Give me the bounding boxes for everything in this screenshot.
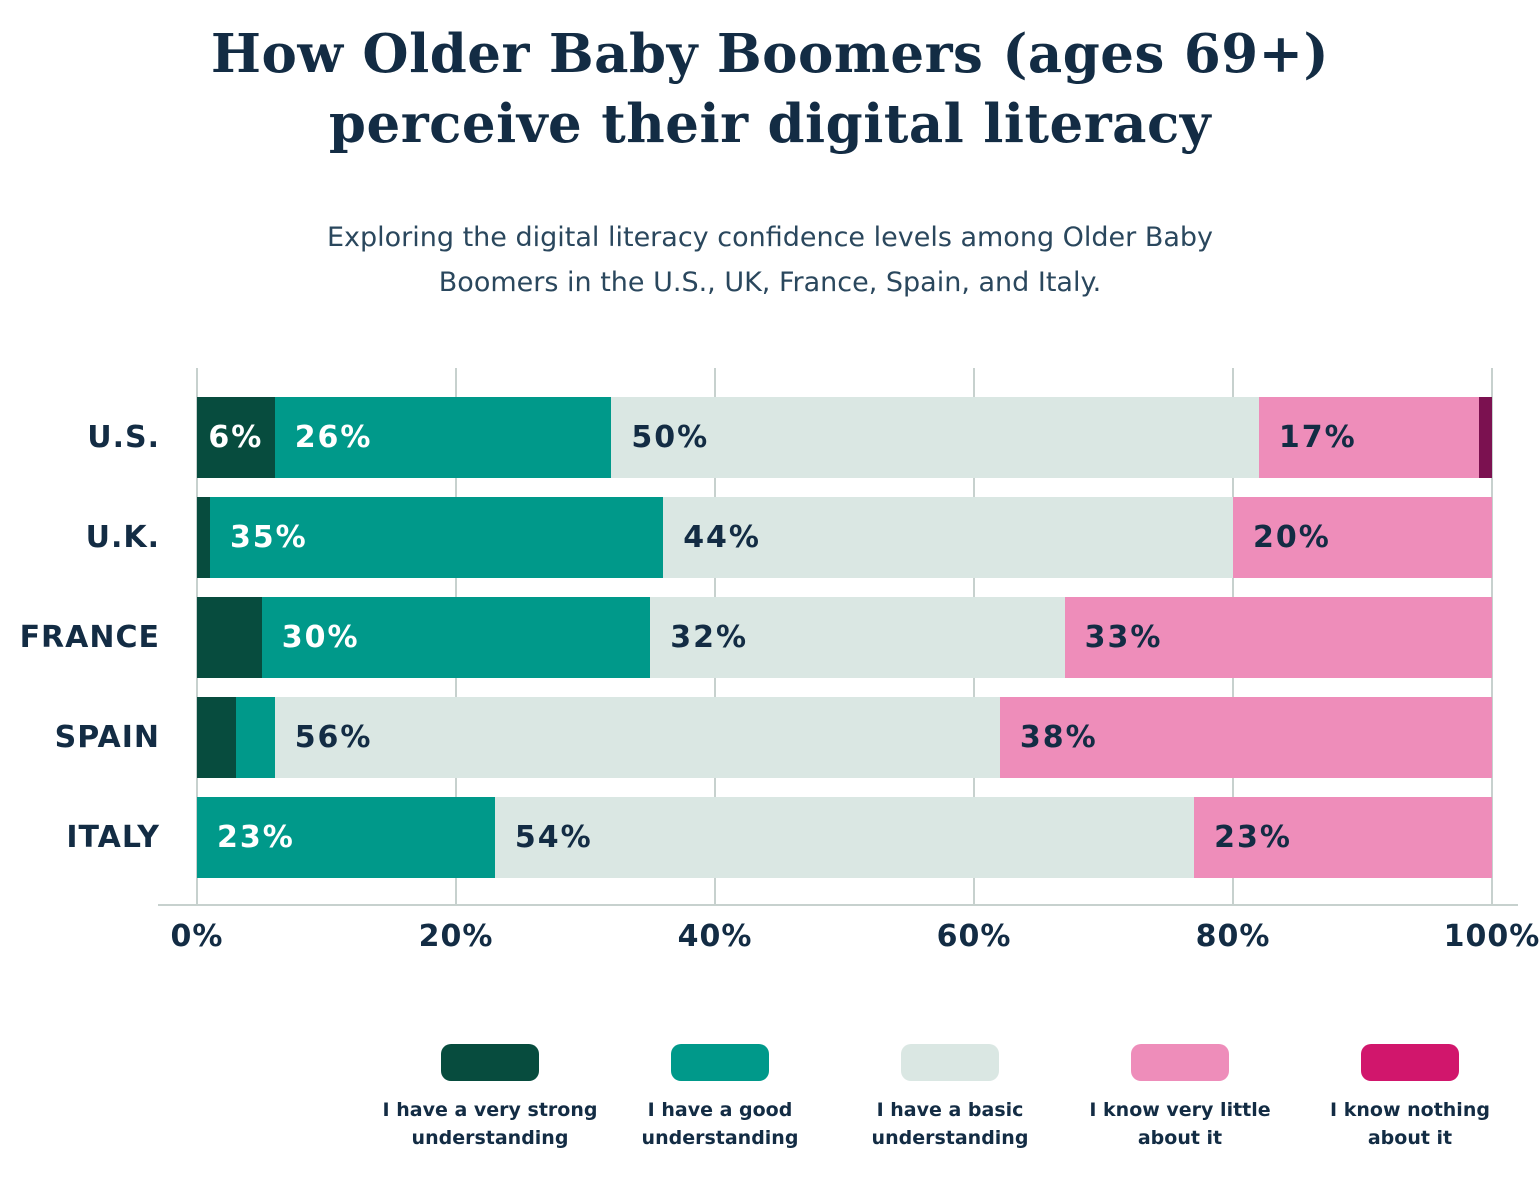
chart-title-line2: perceive their digital literacy [328, 92, 1212, 155]
bar-data-label: 26% [294, 420, 373, 455]
bar-segment: 6% [197, 397, 275, 478]
legend-item-2: I have a basic understanding [835, 1044, 1065, 1152]
legend-swatch-icon [1361, 1044, 1459, 1081]
stacked-bar-plot-area: 6% 26% 50% 17% 35% 44% 20% 30% 32% 33% 56% 38% 23% 54… [158, 368, 1539, 954]
legend-swatch-icon [1131, 1044, 1229, 1081]
bar-data-label: 56% [294, 720, 373, 755]
bar-row-us: 6% 26% 50% 17% [197, 397, 1492, 478]
bar-segment: 23% [197, 797, 495, 878]
chart-title-line1: How Older Baby Boomers (ages 69+) [210, 23, 1330, 85]
chart-subtitle-line1: Exploring the digital literacy confidenc… [326, 222, 1214, 253]
bar-segment: 38% [999, 697, 1492, 778]
bar-row-france: 30% 32% 33% [197, 597, 1492, 678]
bar-segment [197, 697, 236, 778]
bar-segment: 56% [274, 697, 1000, 778]
category-label-us: U.S. [87, 420, 160, 455]
bar-data-label: 33% [1084, 620, 1163, 655]
bar-data-label: 44% [683, 520, 761, 555]
bar-segment [1479, 397, 1492, 478]
bar-row-italy: 23% 54% 23% [197, 797, 1492, 878]
x-tick-label-0: 0% [170, 919, 224, 954]
legend-item-0: I have a very strong understanding [375, 1044, 605, 1152]
bar-segment [197, 497, 210, 578]
bar-data-label: 23% [217, 820, 295, 855]
bar-data-label: 20% [1252, 520, 1331, 555]
legend-label: I know very little about it [1089, 1099, 1271, 1149]
bar-data-label: 6% [208, 420, 264, 455]
category-label-spain: SPAIN [54, 720, 160, 755]
chart-title: How Older Baby Boomers (ages 69+) perceiv… [0, 20, 1540, 160]
bar-segment [235, 697, 275, 778]
chart-subtitle: Exploring the digital literacy confidenc… [0, 216, 1540, 305]
legend-swatch-icon [441, 1044, 539, 1081]
bar-data-label: 35% [229, 520, 308, 555]
category-label-france: FRANCE [19, 620, 160, 655]
bar-segment: 17% [1258, 397, 1480, 478]
bar-data-label: 38% [1019, 720, 1098, 755]
bar-segment: 30% [261, 597, 651, 678]
category-label-uk: U.K. [85, 520, 160, 555]
bar-data-label: 30% [281, 620, 360, 655]
bar-row-uk: 35% 44% 20% [197, 497, 1492, 578]
legend-swatch-icon [671, 1044, 769, 1081]
legend-label: I have a good understanding [641, 1099, 799, 1149]
bar-segment [197, 597, 262, 678]
x-tick-label-40: 40% [677, 919, 753, 954]
bar-data-label: 32% [670, 620, 749, 655]
legend-item-4: I know nothing about it [1295, 1044, 1525, 1152]
x-axis-line [158, 904, 1518, 906]
legend-label: I know nothing about it [1330, 1099, 1490, 1149]
legend: I have a very strong understanding I have … [375, 1044, 1525, 1152]
x-tick-label-80: 80% [1195, 919, 1271, 954]
legend-swatch-icon [901, 1044, 999, 1081]
bar-segment: 23% [1194, 797, 1492, 878]
x-tick-label-20: 20% [418, 919, 494, 954]
bar-segment: 33% [1064, 597, 1492, 678]
bar-data-label: 50% [631, 420, 710, 455]
chart-subtitle-line2: Boomers in the U.S., UK, France, Spain, … [438, 266, 1102, 298]
bar-segment: 54% [494, 797, 1195, 878]
bar-row-spain: 56% 38% [197, 697, 1492, 778]
bar-segment: 20% [1232, 497, 1492, 578]
bar-data-label: 17% [1278, 420, 1357, 455]
bar-data-label: 23% [1214, 820, 1292, 855]
bar-segment: 32% [650, 597, 1065, 678]
bar-segment: 50% [611, 397, 1259, 478]
legend-item-1: I have a good understanding [605, 1044, 835, 1152]
bar-segment: 26% [274, 397, 612, 478]
category-label-italy: ITALY [66, 820, 160, 855]
legend-item-3: I know very little about it [1065, 1044, 1295, 1152]
x-tick-label-60: 60% [936, 919, 1012, 954]
gridline-100 [1491, 368, 1493, 905]
bar-segment: 44% [663, 497, 1233, 578]
bar-data-label: 54% [514, 820, 593, 855]
legend-label: I have a very strong understanding [382, 1099, 598, 1149]
legend-label: I have a basic understanding [871, 1099, 1029, 1149]
bar-segment: 35% [209, 497, 664, 578]
x-tick-label-100: 100% [1443, 919, 1540, 954]
